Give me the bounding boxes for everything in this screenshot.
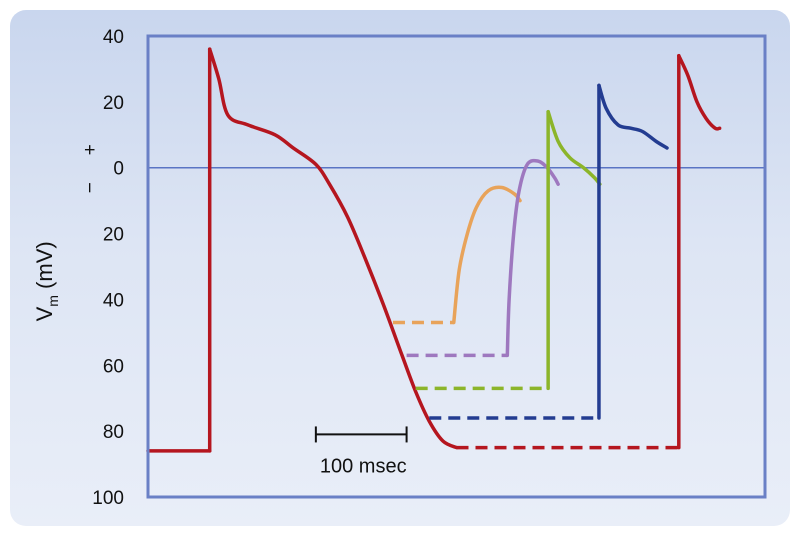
y-tick-label: 40 [103, 290, 124, 311]
y-tick-label: 40 [103, 27, 124, 48]
y-tick-label: 80 [103, 422, 124, 443]
y-tick-label: 20 [103, 93, 124, 114]
y-axis-symbol: V [32, 306, 57, 321]
y-tick-label: 100 [92, 488, 124, 509]
y-axis-subscript: m [45, 295, 61, 307]
y-axis-label: Vm (mV) [32, 241, 61, 321]
series-0 [146, 47, 722, 453]
chart-panel [10, 10, 790, 526]
y-tick-label: 20 [103, 225, 124, 246]
negative-sign: − [80, 182, 101, 193]
series-4-trace-segment-2 [597, 83, 669, 150]
series-2-trace-segment-0 [505, 158, 560, 358]
series-4 [429, 83, 669, 420]
series-1-trace-segment-0 [452, 185, 522, 325]
series-0-trace-segment-2 [207, 47, 459, 450]
y-tick-label: 60 [103, 356, 124, 377]
positive-sign: + [80, 144, 101, 155]
y-tick-label: 0 [113, 159, 124, 180]
plot-frame [146, 34, 767, 499]
y-axis-unit: (mV) [32, 241, 57, 295]
series-0-next-upstroke-segment-2 [677, 54, 722, 131]
series-2 [406, 158, 560, 358]
y-axis-title: Vm (mV) [32, 241, 61, 321]
series-3 [415, 109, 602, 391]
series-1 [392, 185, 522, 325]
series-3-trace-segment-2 [546, 109, 602, 186]
scale-bar-label: 100 msec [320, 455, 407, 477]
